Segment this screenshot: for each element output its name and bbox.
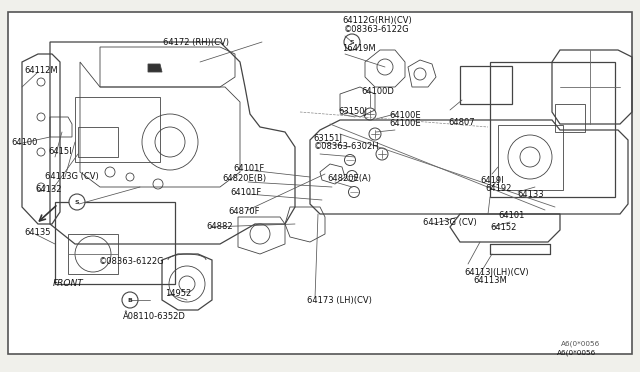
Text: 14952: 14952 xyxy=(165,289,191,298)
Bar xyxy=(555,104,585,132)
Circle shape xyxy=(69,194,85,210)
Text: 63150J: 63150J xyxy=(338,107,367,116)
Bar xyxy=(55,202,175,284)
Bar xyxy=(68,234,118,274)
Text: ©08363-6302H: ©08363-6302H xyxy=(314,142,380,151)
Text: A6(0*0056: A6(0*0056 xyxy=(557,349,596,356)
Text: 16419M: 16419M xyxy=(342,44,376,53)
Text: 64133: 64133 xyxy=(517,190,544,199)
Text: 64100E: 64100E xyxy=(389,119,420,128)
Text: 64882: 64882 xyxy=(206,222,233,231)
Text: 64100E: 64100E xyxy=(389,111,420,120)
Text: 63151J: 63151J xyxy=(314,134,342,143)
Bar xyxy=(78,127,118,157)
Bar xyxy=(490,62,615,197)
Text: 64112M: 64112M xyxy=(24,66,58,75)
Text: 64173 (LH)(CV): 64173 (LH)(CV) xyxy=(307,296,372,305)
Text: 64132: 64132 xyxy=(35,185,61,194)
Circle shape xyxy=(122,292,138,308)
Circle shape xyxy=(344,34,360,50)
Text: 64113M: 64113M xyxy=(474,276,508,285)
Text: A6(0*0056: A6(0*0056 xyxy=(561,340,600,347)
Bar xyxy=(460,66,512,104)
Text: 64113J(LH)(CV): 64113J(LH)(CV) xyxy=(464,268,529,277)
Text: 64172 (RH)(CV): 64172 (RH)(CV) xyxy=(163,38,229,46)
Text: 64100: 64100 xyxy=(12,138,38,147)
Text: 64820E(B): 64820E(B) xyxy=(222,174,266,183)
Polygon shape xyxy=(148,64,162,72)
Text: 64112G(RH)(CV): 64112G(RH)(CV) xyxy=(342,16,412,25)
Text: 64101F: 64101F xyxy=(230,188,262,197)
Text: 64152: 64152 xyxy=(490,223,516,232)
Bar xyxy=(498,125,563,190)
Bar xyxy=(75,97,160,162)
Text: Â08110-6352D: Â08110-6352D xyxy=(123,312,186,321)
Text: ©08363-6122G: ©08363-6122G xyxy=(99,257,165,266)
Text: 64807: 64807 xyxy=(448,118,475,126)
Text: FRONT: FRONT xyxy=(52,279,83,288)
Text: 64101F: 64101F xyxy=(233,164,264,173)
Text: 64113G (CV): 64113G (CV) xyxy=(423,218,477,227)
Text: 64192: 64192 xyxy=(486,184,512,193)
Text: S: S xyxy=(349,39,355,45)
Text: B: B xyxy=(127,298,132,302)
Text: 64100D: 64100D xyxy=(362,87,394,96)
Text: 64135: 64135 xyxy=(24,228,51,237)
Text: ©08363-6122G: ©08363-6122G xyxy=(344,25,410,34)
Text: 64101: 64101 xyxy=(499,211,525,220)
Text: 64870F: 64870F xyxy=(228,207,260,216)
Text: S: S xyxy=(75,199,79,205)
Text: 64820E(A): 64820E(A) xyxy=(328,174,372,183)
Text: 64113G (CV): 64113G (CV) xyxy=(45,172,99,181)
Text: 6415I: 6415I xyxy=(48,147,72,156)
Text: 6419I: 6419I xyxy=(480,176,504,185)
